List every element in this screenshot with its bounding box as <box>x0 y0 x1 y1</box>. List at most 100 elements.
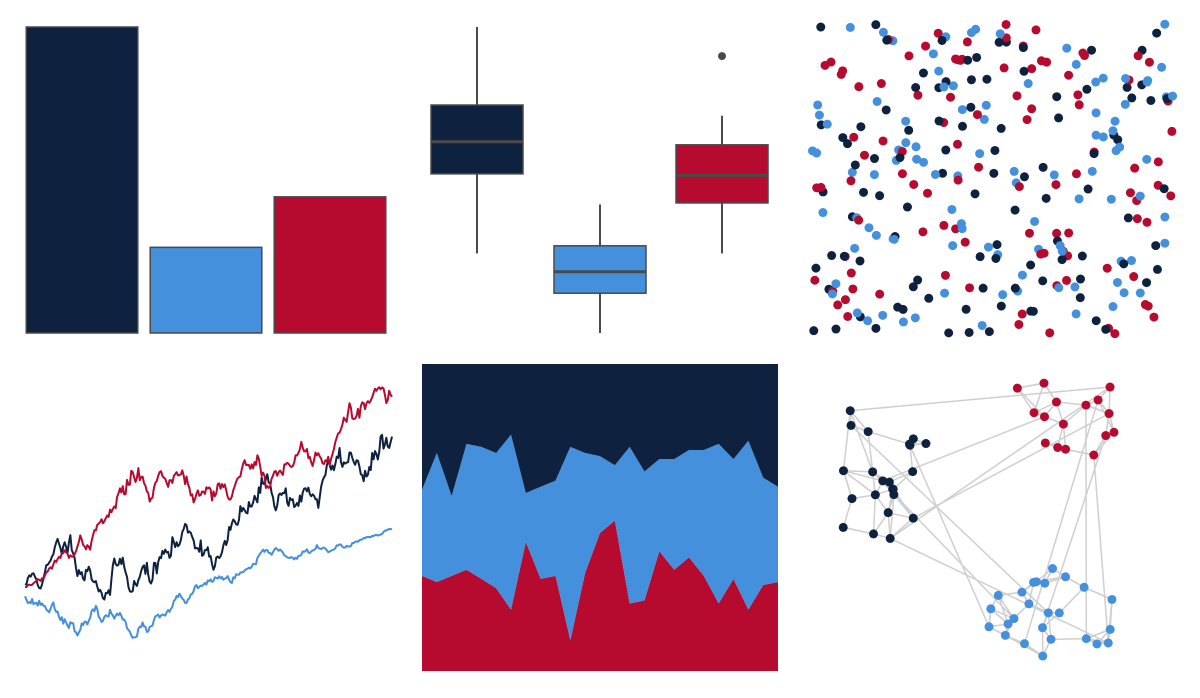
scatter-point-red <box>849 132 859 142</box>
network-node-red <box>1109 427 1119 437</box>
network-node-navy <box>884 477 894 487</box>
scatter-point-navy <box>882 35 892 45</box>
scatter-point-red <box>1102 263 1112 273</box>
scatter-point-navy <box>816 22 826 32</box>
scatter-point-navy <box>991 253 1001 263</box>
network-edge <box>850 386 1111 412</box>
scatter-point-blue <box>1070 282 1080 292</box>
scatter-point-red <box>999 63 1009 73</box>
scatter-point-blue <box>831 279 841 289</box>
scatter-point-navy <box>871 20 881 30</box>
scatter-point-navy <box>827 251 837 261</box>
network-node-navy <box>845 406 855 416</box>
scatter-point-blue <box>919 157 929 167</box>
scatter-point-navy <box>1122 82 1132 92</box>
scatter-point-navy <box>938 168 948 178</box>
scatter-point-blue <box>1160 238 1170 248</box>
network-edge <box>1017 382 1045 389</box>
network-edge <box>850 424 1049 614</box>
network-edge <box>1083 586 1113 601</box>
scatter-point-red <box>878 136 888 146</box>
scatter-point-navy <box>934 116 944 126</box>
network-edge <box>889 386 1111 540</box>
scatter-point-navy <box>1152 28 1162 38</box>
scatter-point-navy <box>839 251 849 261</box>
network-edge <box>849 410 869 433</box>
area-layer-blue <box>422 434 778 641</box>
scatter-point-red <box>1051 180 1061 190</box>
scatter-point-blue <box>1023 79 1033 89</box>
network-node-blue <box>1020 639 1030 649</box>
network-edge <box>908 443 990 628</box>
scatter-point-red <box>1064 70 1074 80</box>
network-edge <box>1041 435 1107 628</box>
network-node-navy <box>847 494 857 504</box>
scatter-point-red <box>1001 19 1011 29</box>
scatter-point-red <box>833 300 843 310</box>
network-edge <box>1056 401 1087 406</box>
scatter-point-blue <box>1108 302 1118 312</box>
scatter-point-blue <box>1115 142 1125 152</box>
scatter-point-blue <box>1112 277 1122 287</box>
network-node-navy <box>921 439 931 449</box>
scatter-point-red <box>1149 312 1159 322</box>
scatter-point-navy <box>996 301 1006 311</box>
scatter-point-blue <box>1098 73 1108 83</box>
scatter-point-navy <box>1041 193 1051 203</box>
scatter-point-blue <box>822 119 832 129</box>
network-node-red <box>1029 408 1039 418</box>
box-2-outlier-0 <box>718 52 726 61</box>
scatter-point-navy <box>941 145 951 155</box>
scatter-point-red <box>951 54 961 64</box>
line-series-red <box>24 386 393 589</box>
network-edge <box>1016 387 1046 418</box>
scatter-point-red <box>848 284 858 294</box>
scatter-point-blue <box>1106 194 1116 204</box>
scatter-point-navy <box>996 123 1006 133</box>
scatter-point-red <box>1017 309 1027 319</box>
scatter-point-blue <box>1091 77 1101 87</box>
scatter-point-navy <box>1159 184 1169 194</box>
scatter-point-red <box>1110 329 1120 339</box>
scatter-point-red <box>854 82 864 92</box>
box-plot <box>430 27 769 333</box>
bar-b <box>149 246 263 334</box>
network-node-navy <box>846 420 856 430</box>
scatter-point-red <box>972 110 982 120</box>
scatter-point-red <box>923 188 933 198</box>
scatter-point-red <box>1144 57 1154 67</box>
scatter-point-blue <box>878 310 888 320</box>
scatter-point-blue <box>957 224 967 234</box>
area-layer-red <box>422 520 778 671</box>
scatter-point-navy <box>1026 306 1036 316</box>
scatter-point-navy <box>1146 95 1156 105</box>
bar-c <box>273 196 387 334</box>
scatter-point-red <box>1012 91 1022 101</box>
network-node-navy <box>885 533 895 543</box>
scatter-point-blue <box>1157 62 1167 72</box>
scatter-point-navy <box>1152 264 1162 274</box>
scatter-point-red <box>1014 319 1024 329</box>
scatter-point-navy <box>957 121 967 131</box>
line-series-navy <box>24 433 393 601</box>
network-node-blue <box>1029 577 1039 587</box>
network-edge <box>912 412 1110 519</box>
scatter-point-blue <box>812 148 822 158</box>
scatter-point-navy <box>875 191 885 201</box>
network-node-blue <box>984 622 994 632</box>
network-node-blue <box>1105 624 1115 634</box>
box-0-body <box>430 104 524 175</box>
scatter-point-navy <box>1018 43 1028 53</box>
network-node-red <box>1039 378 1049 388</box>
scatter-point-blue <box>1091 108 1101 118</box>
scatter-point-red <box>1073 90 1083 100</box>
network-node-red <box>1104 409 1114 419</box>
scatter-point-blue <box>889 234 899 244</box>
scatter-point-navy <box>975 252 985 262</box>
scatter-point-red <box>1074 100 1084 110</box>
scatter-point-blue <box>940 288 950 298</box>
scatter-point-navy <box>966 75 976 85</box>
scatter-point-navy <box>990 145 1000 155</box>
scatter-point-blue <box>869 170 879 180</box>
network-node-blue <box>1081 634 1091 644</box>
